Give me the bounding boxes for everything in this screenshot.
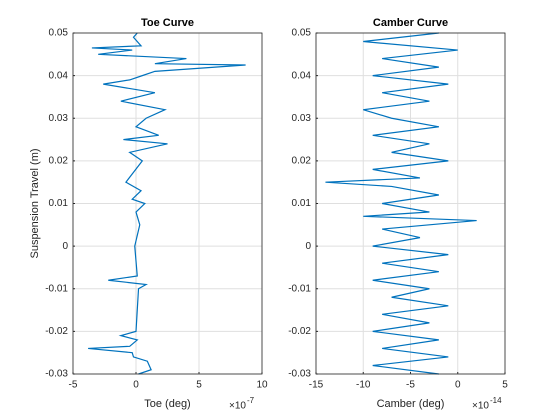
- y-tick-label: -0.01: [45, 283, 68, 294]
- y-tick-label: -0.02: [288, 326, 311, 337]
- data-line: [325, 32, 477, 375]
- y-tick-label: 0.05: [49, 28, 69, 39]
- y-tick-label: -0.03: [288, 369, 311, 380]
- y-tick-label: 0.01: [292, 198, 312, 209]
- x-tick-label: 5: [196, 380, 202, 391]
- axes-box: [72, 32, 263, 375]
- y-tick-label: 0.01: [49, 198, 69, 209]
- x-tick-label: -5: [69, 380, 78, 391]
- x-tick-label: 0: [133, 380, 139, 391]
- x-exponent: -7: [247, 396, 255, 405]
- x-tick-label: 10: [256, 380, 268, 391]
- y-tick-label: 0: [62, 241, 68, 252]
- y-tick-label: 0.02: [49, 156, 69, 167]
- x-exponent: -14: [490, 396, 502, 405]
- y-tick-label: -0.01: [288, 283, 311, 294]
- y-tick-label: -0.02: [45, 326, 68, 337]
- x-tick-label: -15: [309, 380, 324, 391]
- y-tick-label: 0.05: [292, 28, 312, 39]
- y-tick-label: 0.02: [292, 156, 312, 167]
- data-line: [88, 32, 246, 375]
- x-axis-label: Toe (deg): [144, 398, 190, 410]
- x-tick-label: -10: [356, 380, 371, 391]
- x-multiplier: ×10: [229, 401, 246, 412]
- x-multiplier: ×10: [472, 401, 489, 412]
- y-tick-label: 0.03: [49, 113, 69, 124]
- x-tick-label: -5: [406, 380, 415, 391]
- y-tick-label: 0.04: [49, 70, 69, 81]
- y-tick-label: 0.04: [292, 70, 312, 81]
- chart-title: Camber Curve: [373, 17, 448, 29]
- y-axis-label: Suspension Travel (m): [29, 148, 41, 258]
- x-tick-label: 0: [455, 380, 461, 391]
- y-tick-label: 0.03: [292, 113, 312, 124]
- x-tick-label: 5: [502, 380, 508, 391]
- y-tick-label: -0.03: [45, 369, 68, 380]
- chart-title: Toe Curve: [141, 17, 194, 29]
- axes-box: [315, 32, 506, 375]
- x-axis-label: Camber (deg): [377, 398, 445, 410]
- y-tick-label: 0: [305, 241, 311, 252]
